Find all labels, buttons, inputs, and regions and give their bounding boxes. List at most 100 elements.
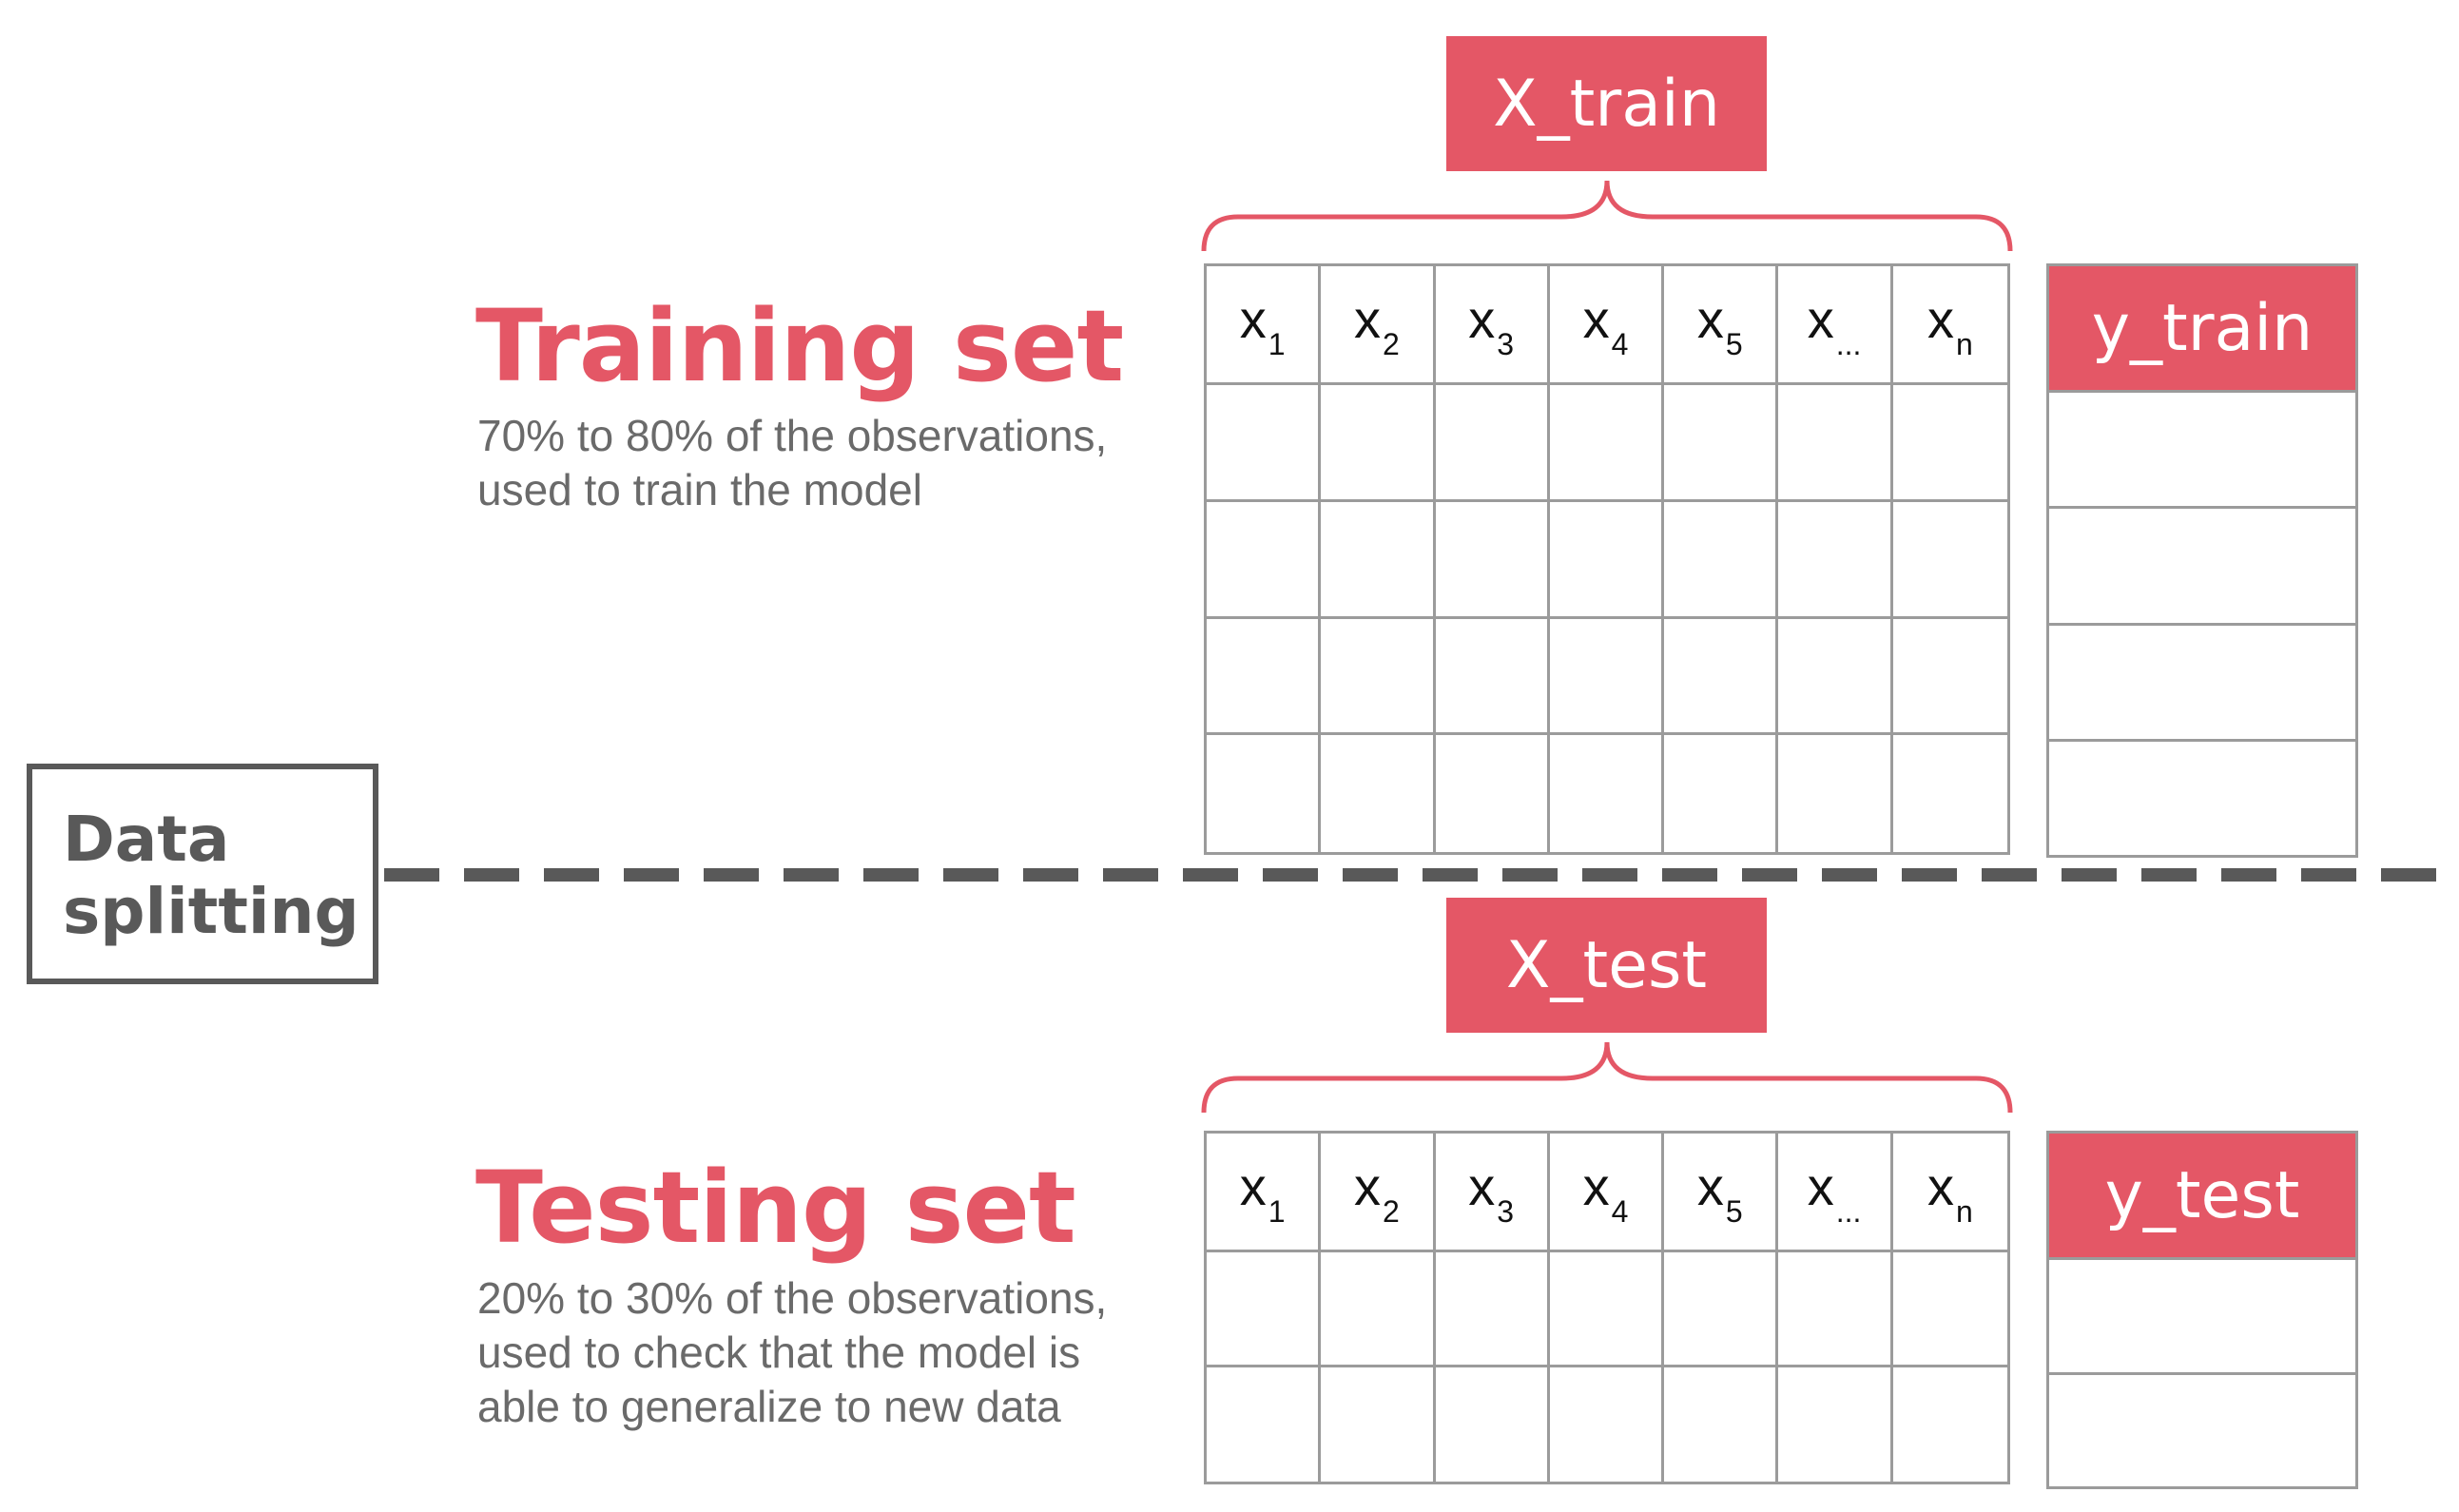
feature-variable: x4 xyxy=(1582,1155,1629,1229)
y-train-data-cell xyxy=(2049,622,2355,739)
training-set-description: 70% to 80% of the observations, used to … xyxy=(477,409,1107,517)
testing-set-description: 20% to 30% of the observations, used to … xyxy=(477,1271,1107,1434)
x-test-data-cell xyxy=(1321,1252,1436,1367)
x-test-data-cell xyxy=(1549,1252,1665,1367)
x-train-data-cell xyxy=(1321,501,1436,619)
x-test-label: X_test xyxy=(1446,898,1767,1033)
x-test-feature-header: x3 xyxy=(1435,1134,1550,1252)
y-train-label: y_train xyxy=(2049,266,2355,390)
feature-variable: x5 xyxy=(1696,288,1743,361)
x-test-data-cell xyxy=(1664,1252,1779,1367)
feature-subscript: n xyxy=(1955,326,1973,361)
x-train-brace xyxy=(1201,180,2013,252)
x-train-data-cell xyxy=(1436,735,1550,852)
y-test-label: y_test xyxy=(2049,1134,2355,1257)
x-train-data-cell xyxy=(1207,501,1322,619)
x-test-data-cell xyxy=(1778,1252,1893,1367)
x-train-data-cell xyxy=(1664,501,1779,619)
x-train-data-cell xyxy=(1664,385,1779,502)
x-train-label: X_train xyxy=(1446,36,1767,171)
x-train-feature-header: x5 xyxy=(1664,266,1779,385)
x-test-feature-header: x4 xyxy=(1549,1134,1665,1252)
x-test-feature-header: x... xyxy=(1778,1134,1893,1252)
y-train-data-cell xyxy=(2049,390,2355,506)
x-train-data-cell xyxy=(1550,735,1665,852)
x-train-data-cell xyxy=(1435,501,1550,619)
feature-subscript: 3 xyxy=(1497,1193,1515,1229)
feature-variable: x4 xyxy=(1582,288,1629,361)
x-train-data-cell xyxy=(1892,619,2007,736)
x-train-data-cell xyxy=(1893,735,2007,852)
x-test-brace xyxy=(1201,1041,2013,1114)
y-train-data-cell xyxy=(2049,506,2355,622)
x-train-data-cell xyxy=(1435,385,1550,502)
x-test-data-cell xyxy=(1664,1367,1779,1482)
x-test-data-cell xyxy=(1550,1367,1665,1482)
feature-variable: x2 xyxy=(1354,288,1400,361)
feature-subscript: 4 xyxy=(1611,326,1629,361)
y-test-table: y_test xyxy=(2046,1131,2358,1489)
x-test-data-cell xyxy=(1435,1252,1550,1367)
x-test-data-cell xyxy=(1893,1367,2007,1483)
y-train-table: y_train xyxy=(2046,263,2358,858)
x-train-feature-header: x... xyxy=(1778,266,1893,385)
feature-variable: x3 xyxy=(1468,1155,1515,1229)
x-train-data-cell xyxy=(1207,735,1322,852)
x-train-feature-header: xn xyxy=(1892,266,2007,385)
training-desc-line: 70% to 80% of the observations, xyxy=(477,411,1108,460)
feature-subscript: 2 xyxy=(1383,326,1400,361)
training-set-title: Training set xyxy=(475,288,1124,404)
x-train-data-cell xyxy=(1892,385,2007,502)
y-test-data-cell xyxy=(2049,1371,2355,1487)
feature-variable: x... xyxy=(1807,288,1862,361)
x-test-data-cell xyxy=(1436,1367,1550,1482)
split-divider-line xyxy=(384,868,2459,882)
x-test-data-cell xyxy=(1778,1367,1893,1482)
x-train-data-cell xyxy=(1664,618,1779,736)
feature-variable: x... xyxy=(1807,1155,1862,1229)
x-train-data-cell xyxy=(1549,385,1665,502)
feature-variable: xn xyxy=(1927,288,1973,361)
x-train-data-cell xyxy=(1435,618,1550,736)
x-test-feature-header: x1 xyxy=(1207,1134,1322,1252)
x-train-data-cell xyxy=(1778,385,1893,502)
feature-subscript: 3 xyxy=(1497,326,1515,361)
feature-variable: x5 xyxy=(1696,1155,1743,1229)
x-train-feature-header: x2 xyxy=(1321,266,1436,385)
x-test-data-cell xyxy=(1207,1252,1322,1367)
x-test-data-cell xyxy=(1321,1367,1436,1482)
x-train-data-cell xyxy=(1321,618,1436,736)
testing-desc-line: 20% to 30% of the observations, xyxy=(477,1273,1108,1323)
x-train-data-cell xyxy=(1321,385,1436,502)
x-test-feature-header: x2 xyxy=(1321,1134,1436,1252)
data-splitting-line1: Data xyxy=(63,803,230,876)
testing-set-title: Testing set xyxy=(475,1150,1076,1266)
x-train-data-cell xyxy=(1207,385,1322,502)
x-test-data-cell xyxy=(1207,1367,1322,1482)
x-train-data-cell xyxy=(1549,501,1665,619)
x-test-data-cell xyxy=(1892,1252,2007,1367)
x-test-feature-header: x5 xyxy=(1664,1134,1779,1252)
x-train-feature-header: x4 xyxy=(1549,266,1665,385)
testing-desc-line: used to check that the model is xyxy=(477,1328,1081,1377)
feature-variable: x1 xyxy=(1239,1155,1286,1229)
x-train-data-cell xyxy=(1778,501,1893,619)
feature-subscript: 1 xyxy=(1268,326,1286,361)
data-splitting-line2: splitting xyxy=(63,874,359,948)
feature-variable: x1 xyxy=(1239,288,1286,361)
feature-subscript: 1 xyxy=(1268,1193,1286,1229)
feature-subscript: 5 xyxy=(1725,1193,1743,1229)
x-train-table: x1 x2 x3 x4 x5 x... xn xyxy=(1204,263,2010,855)
x-train-data-cell xyxy=(1778,735,1893,852)
x-train-data-cell xyxy=(1321,735,1436,852)
feature-subscript: 4 xyxy=(1611,1193,1629,1229)
testing-desc-line: able to generalize to new data xyxy=(477,1382,1061,1431)
x-test-table: x1 x2 x3 x4 x5 x... xn xyxy=(1204,1131,2010,1484)
x-train-data-cell xyxy=(1892,502,2007,619)
feature-variable: xn xyxy=(1927,1155,1973,1229)
x-train-feature-header: x1 xyxy=(1207,266,1322,385)
x-test-feature-header: xn xyxy=(1892,1134,2007,1252)
feature-subscript: n xyxy=(1955,1193,1973,1229)
feature-subscript: ... xyxy=(1835,326,1862,361)
feature-subscript: ... xyxy=(1835,1193,1862,1229)
